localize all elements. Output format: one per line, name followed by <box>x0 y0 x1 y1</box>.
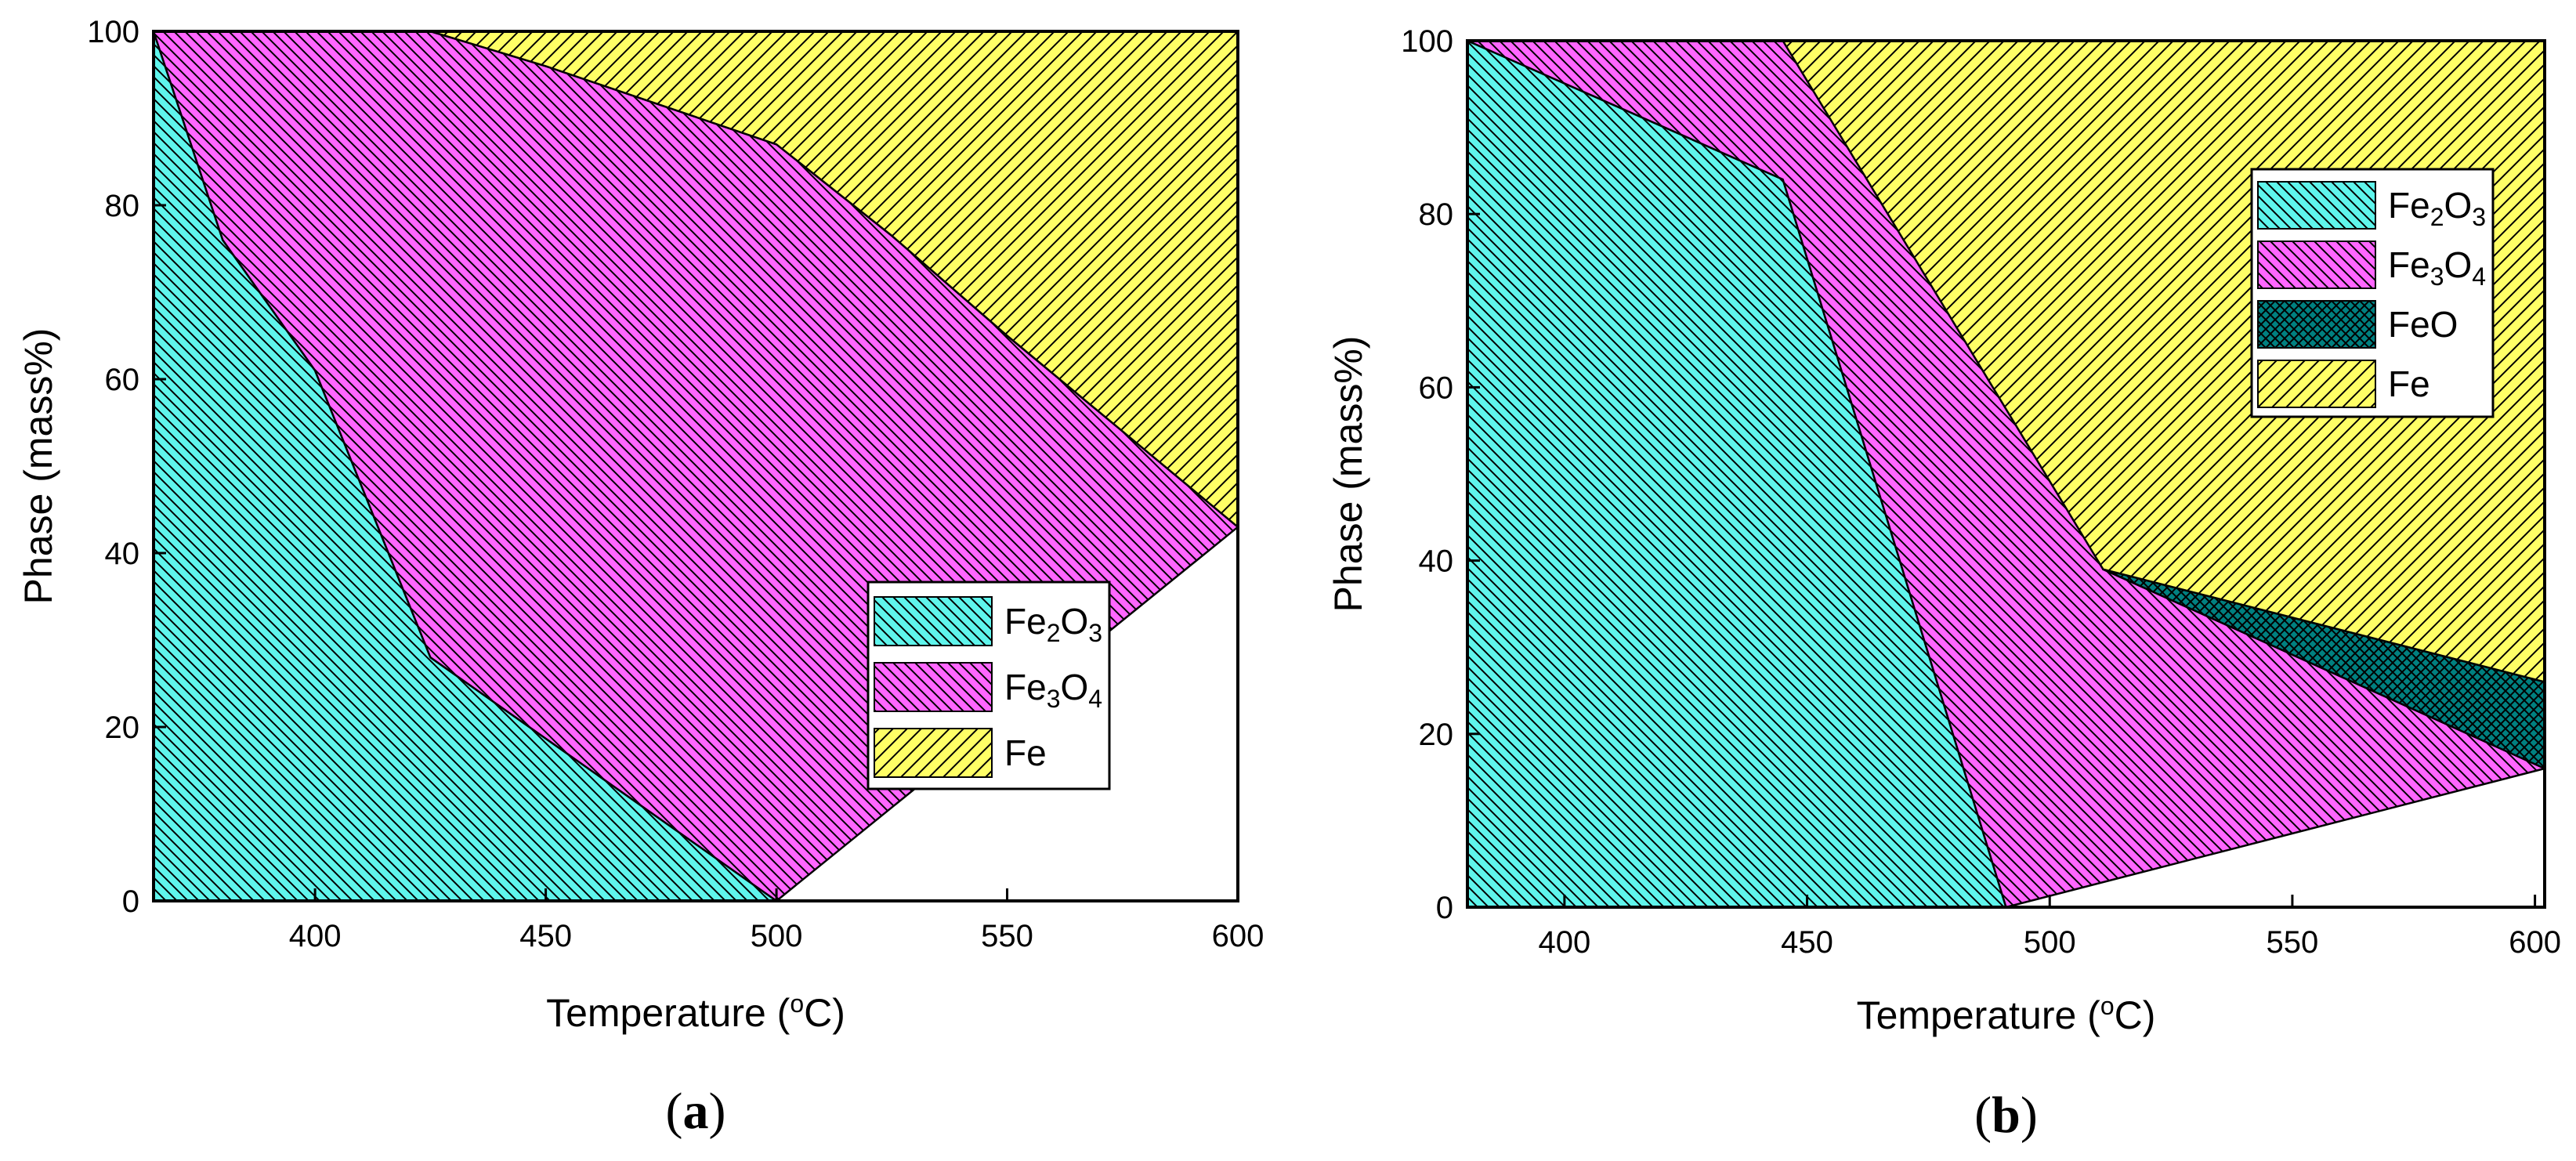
y-axis-ticks: 0 20 40 60 80 100 <box>87 15 166 919</box>
y-tick-label: 80 <box>105 189 140 223</box>
y-axis-label: Phase (mass%) <box>16 328 60 605</box>
legend-label-fe3o4: Fe3O4 <box>1004 667 1102 713</box>
x-axis-ticks: 400 450 500 550 600 <box>1538 895 2561 960</box>
plot-frame <box>1466 39 2546 909</box>
x-axis-ticks: 400 450 500 550 600 <box>289 888 1264 953</box>
y-axis-ticks: 0 20 40 60 80 100 <box>1401 24 1480 925</box>
x-tick-label: 450 <box>1781 925 1833 960</box>
y-tick-label: 20 <box>1419 718 1454 752</box>
x-tick-label: 550 <box>981 919 1033 953</box>
y-tick-label: 20 <box>105 711 140 745</box>
y-tick-label: 100 <box>1401 24 1453 59</box>
x-tick-label: 400 <box>289 919 342 953</box>
legend-swatch-hatch <box>2257 181 2376 230</box>
legend-swatch-hatch <box>2257 300 2376 349</box>
y-tick-label: 40 <box>105 537 140 571</box>
legend-label-fe2o3: Fe2O3 <box>2388 185 2486 231</box>
x-axis-label: Temperature (oC) <box>1857 992 2156 1037</box>
legend-label-fe: Fe <box>1004 732 1047 773</box>
y-tick-label: 0 <box>1436 891 1453 925</box>
y-axis-label: Phase (mass%) <box>1326 336 1370 613</box>
y-tick-label: 60 <box>105 363 140 397</box>
x-tick-label: 600 <box>2509 925 2561 960</box>
x-tick-label: 500 <box>751 919 803 953</box>
panel-label: (a) <box>666 1083 726 1140</box>
y-tick-label: 0 <box>122 884 139 919</box>
legend-swatch-hatch <box>2257 360 2376 408</box>
y-tick-label: 100 <box>87 15 139 49</box>
x-tick-label: 550 <box>2267 925 2319 960</box>
y-tick-label: 80 <box>1419 197 1454 232</box>
legend-swatch-hatch <box>874 596 993 646</box>
panel-label: (b) <box>1974 1087 2038 1144</box>
legend-label-fe3o4: Fe3O4 <box>2388 244 2486 291</box>
legend: Fe2O3 Fe3O4 FeO Fe <box>2250 168 2495 418</box>
legend-swatch-hatch <box>874 662 993 712</box>
legend-label-fe2o3: Fe2O3 <box>1004 601 1102 647</box>
x-axis-label: Temperature (oC) <box>546 989 845 1035</box>
plot-frame <box>152 30 1239 902</box>
x-tick-label: 400 <box>1538 925 1590 960</box>
legend: Fe2O3 Fe3O4 Fe <box>867 580 1111 790</box>
legend-swatch-hatch <box>874 728 993 778</box>
x-tick-label: 600 <box>1212 919 1264 953</box>
legend-label-feo: FeO <box>2388 304 2458 345</box>
y-tick-label: 40 <box>1419 544 1454 579</box>
y-tick-label: 60 <box>1419 371 1454 405</box>
x-tick-label: 500 <box>2024 925 2076 960</box>
legend-label-fe: Fe <box>2388 363 2430 404</box>
x-tick-label: 450 <box>519 919 572 953</box>
legend-swatch-hatch <box>2257 241 2376 289</box>
